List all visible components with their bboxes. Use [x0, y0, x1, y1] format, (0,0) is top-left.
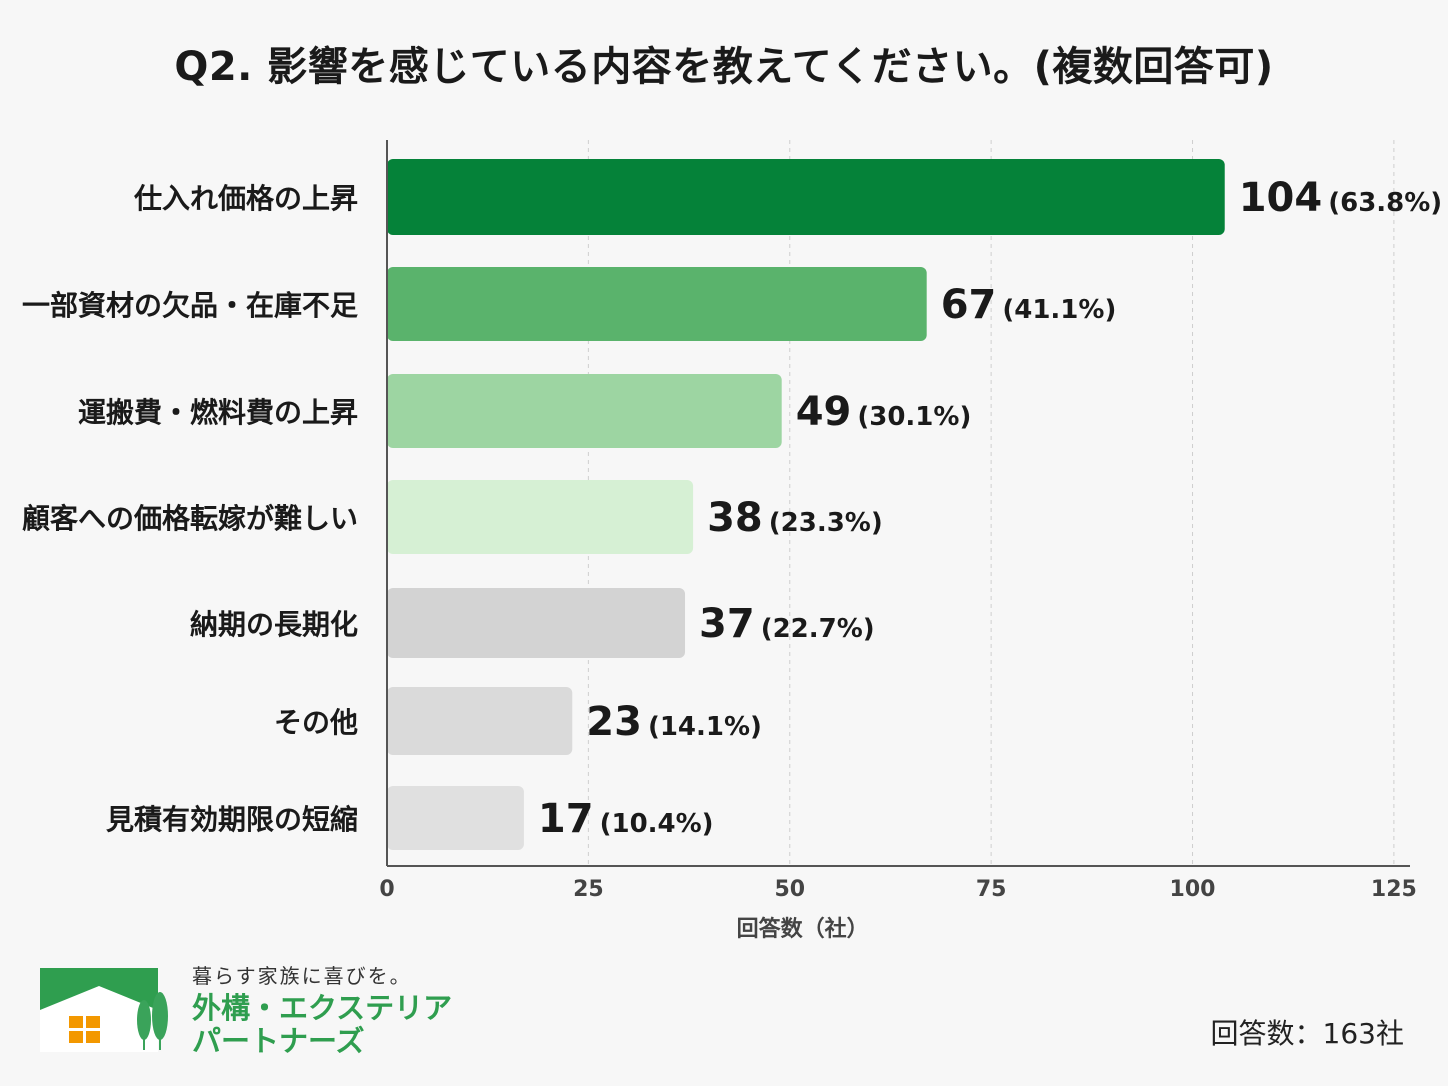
percent-label: (30.1%): [857, 402, 971, 432]
house-logo: [40, 968, 168, 1052]
value-number: 104: [1239, 175, 1323, 221]
x-tick-label: 125: [1371, 877, 1417, 902]
x-tick-label: 25: [573, 877, 604, 902]
brand-line-1: 外構・エクステリア: [192, 991, 453, 1025]
percent-label: (14.1%): [648, 712, 762, 742]
category-label: 仕入れ価格の上昇: [133, 182, 358, 215]
bar: [387, 267, 927, 341]
value-label: 104 (63.8%): [1239, 175, 1442, 221]
value-label: 38 (23.3%): [707, 495, 883, 541]
value-label: 49 (30.1%): [796, 389, 972, 435]
x-tick-label: 50: [774, 877, 805, 902]
category-label: 納期の長期化: [190, 608, 358, 641]
percent-label: (41.1%): [1002, 295, 1116, 325]
percent-label: (63.8%): [1328, 188, 1442, 218]
x-tick-label: 100: [1170, 877, 1216, 902]
percent-label: (22.7%): [761, 614, 875, 644]
value-label: 23 (14.1%): [586, 699, 762, 745]
category-label: 運搬費・燃料費の上昇: [78, 396, 358, 429]
brand-line-2: パートナーズ: [192, 1024, 365, 1058]
x-axis-label: 回答数（社）: [737, 916, 869, 942]
value-label: 37 (22.7%): [699, 601, 875, 647]
category-label: その他: [274, 706, 358, 739]
value-number: 67: [941, 282, 997, 328]
value-number: 17: [538, 796, 594, 842]
value-number: 37: [699, 601, 755, 647]
footer-tagline: 暮らす家族に喜びを。: [192, 964, 412, 988]
percent-label: (10.4%): [600, 809, 714, 839]
x-tick-label: 75: [976, 877, 1007, 902]
x-tick-label: 0: [379, 877, 394, 902]
bar: [387, 374, 782, 448]
percent-label: (23.3%): [769, 508, 883, 538]
value-number: 49: [796, 389, 852, 435]
bar: [387, 159, 1225, 235]
category-label: 一部資材の欠品・在庫不足: [22, 289, 358, 322]
category-label: 見積有効期限の短縮: [106, 803, 358, 836]
bar: [387, 786, 524, 850]
value-label: 67 (41.1%): [941, 282, 1117, 328]
footer-brand: 外構・エクステリア パートナーズ: [192, 992, 452, 1058]
value-label: 17 (10.4%): [538, 796, 714, 842]
bar: [387, 687, 573, 755]
value-number: 38: [707, 495, 763, 541]
bar: [387, 588, 686, 658]
total-responses: 回答数：163社: [1210, 1017, 1404, 1050]
bar: [387, 480, 694, 554]
chart-title: Q2. 影響を感じている内容を教えてください。(複数回答可): [174, 44, 1274, 90]
value-number: 23: [586, 699, 642, 745]
category-label: 顧客への価格転嫁が難しい: [22, 502, 358, 535]
bar-chart: 仕入れ価格の上昇 104 (63.8%) 一部資材の欠品・在庫不足 67 (41.1%) 運…: [22, 140, 1442, 942]
